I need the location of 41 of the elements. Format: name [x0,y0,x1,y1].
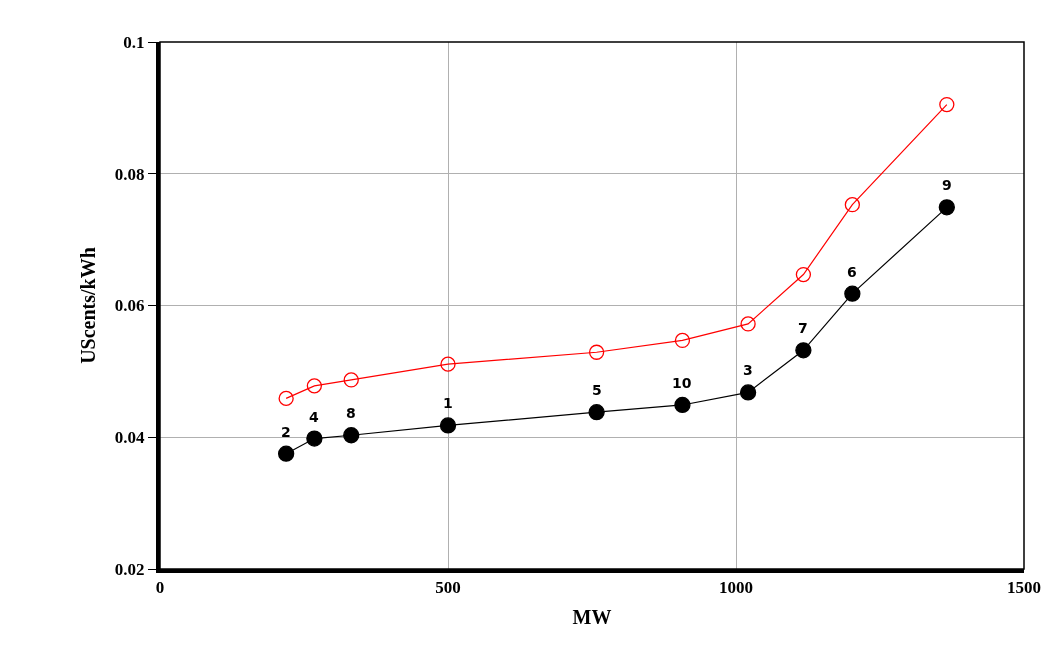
y-axis-title: UScents/kWh [76,247,99,364]
y-tick-label: 0.06 [114,296,145,316]
annotation: 3 [743,362,753,378]
annotation: 8 [346,405,356,421]
point [343,372,359,388]
point [739,384,757,401]
annotation: 2 [281,424,291,440]
point [278,445,295,462]
x-tick-label: 500 [435,578,461,598]
annotation: 1 [443,395,453,411]
y-tick-label: 0.08 [114,164,145,184]
point [306,378,323,394]
point [844,197,860,213]
y-tick-label: 0.1 [123,32,145,52]
point [306,430,323,447]
annotation: 6 [847,264,857,280]
point [278,390,294,407]
point [588,344,605,360]
point [674,332,691,349]
x-tick-label: 1500 [1007,578,1041,598]
point [588,404,605,421]
point [343,427,360,444]
x-axis-title: MW [572,606,612,629]
point [740,316,756,332]
annotation: 9 [942,177,952,193]
y-tick-label: 0.04 [114,428,146,448]
annotation: 7 [798,320,808,336]
point [795,342,812,359]
point [938,199,955,216]
point [795,266,812,283]
annotation: 10 [672,375,692,391]
y-tick-label: 0.02 [114,559,145,579]
point [674,396,691,414]
annotation: 5 [592,382,602,398]
point [440,356,456,372]
point [939,96,955,113]
x-tick-label: 1000 [719,578,753,598]
annotation: 4 [309,409,319,425]
x-tick-label: 0 [155,578,165,598]
point [439,417,457,434]
point [844,285,861,302]
